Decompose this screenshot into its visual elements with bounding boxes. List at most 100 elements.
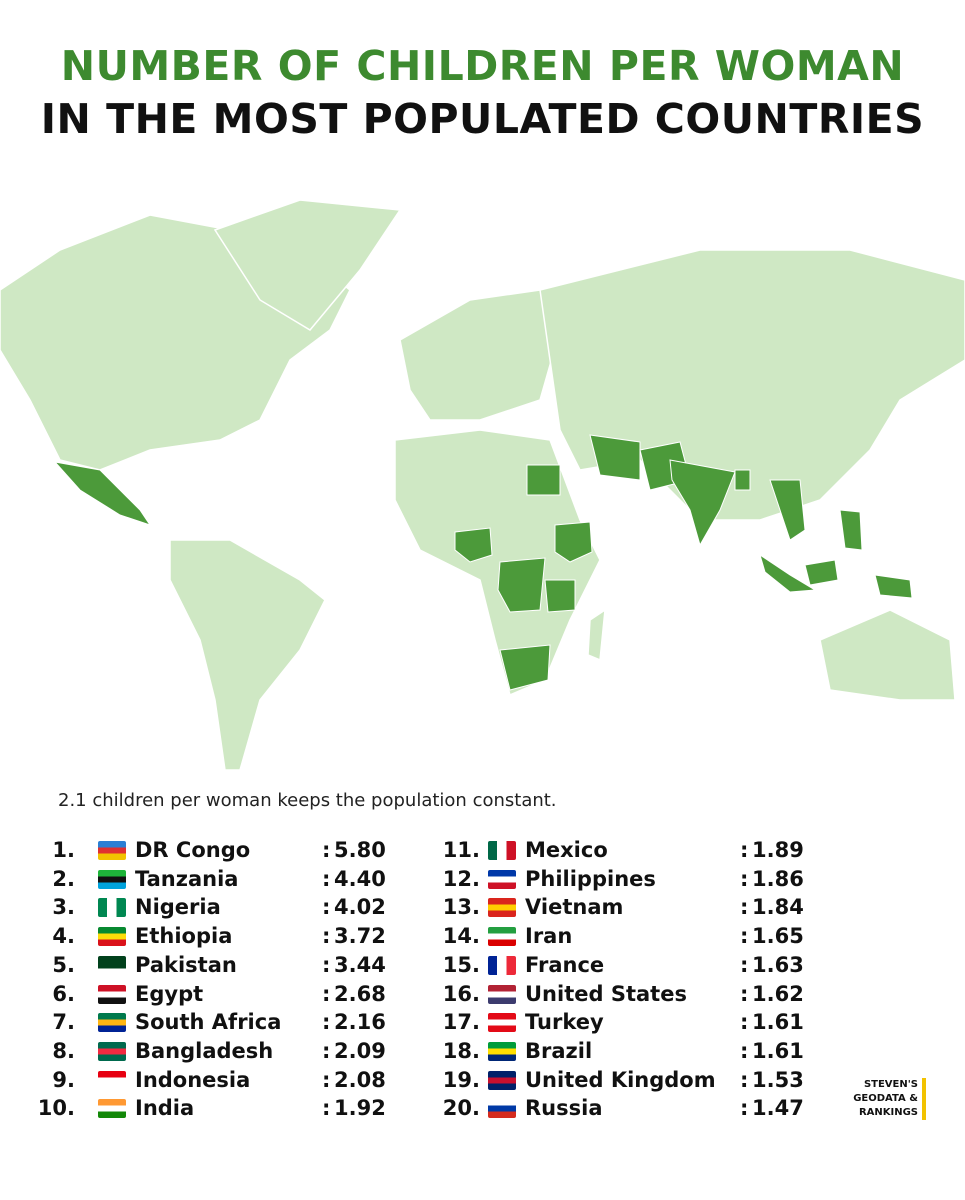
separator: : xyxy=(740,838,749,862)
flag-icon xyxy=(488,1041,516,1061)
ranking-row: 4. Ethiopia:3.72 xyxy=(50,922,410,950)
separator: : xyxy=(740,1067,749,1092)
rank: 15. xyxy=(442,952,480,977)
separator: : xyxy=(740,924,749,949)
ranking-row: 5. Pakistan:3.44 xyxy=(50,951,410,979)
value: 5.80 xyxy=(334,838,386,862)
value: 3.44 xyxy=(334,952,386,977)
value: 4.40 xyxy=(334,866,386,891)
rank: 12. xyxy=(442,866,480,891)
country-name: DR Congo xyxy=(135,838,251,862)
flag-icon xyxy=(98,1099,126,1119)
separator: : xyxy=(322,1067,331,1092)
flag-icon xyxy=(488,984,516,1004)
flag-icon xyxy=(488,898,516,918)
country-name: United States xyxy=(525,981,687,1006)
rank: 16. xyxy=(442,981,480,1006)
value: 1.92 xyxy=(334,1096,386,1121)
flag-icon xyxy=(98,1013,126,1033)
rank: 18. xyxy=(442,1038,480,1063)
note: 2.1 children per woman keeps the populat… xyxy=(58,790,557,811)
ranking-row: 6. Egypt:2.68 xyxy=(50,980,410,1008)
ranking-row: 9. Indonesia:2.08 xyxy=(50,1066,410,1094)
country-name: Tanzania xyxy=(135,866,239,891)
separator: : xyxy=(322,1096,331,1121)
title-line2: IN THE MOST POPULATED COUNTRIES xyxy=(40,95,925,143)
logo: STEVEN'S GEODATA & RANKINGS xyxy=(840,1078,918,1120)
rank: 7. xyxy=(52,1010,75,1035)
rank: 4. xyxy=(52,924,75,949)
rank: 13. xyxy=(442,895,480,920)
rank: 5. xyxy=(52,952,75,977)
value: 1.47 xyxy=(752,1096,804,1121)
flag-icon xyxy=(98,869,126,889)
world-map xyxy=(0,199,965,771)
country-name: Turkey xyxy=(525,1010,604,1035)
value: 2.08 xyxy=(334,1067,386,1092)
logo-line: STEVEN'S xyxy=(863,1079,918,1090)
rank: 20. xyxy=(442,1096,480,1121)
ranking-row: 15. France:1.63 xyxy=(440,951,820,979)
separator: : xyxy=(740,895,749,920)
value: 1.53 xyxy=(752,1067,804,1092)
value: 1.86 xyxy=(752,866,804,891)
ranking-row: 13. Vietnam:1.84 xyxy=(440,893,820,921)
flag-icon xyxy=(488,1099,516,1119)
logo-line: GEODATA & xyxy=(853,1093,918,1104)
ranking-row: 10. India:1.92 xyxy=(38,1094,410,1122)
land xyxy=(0,199,965,771)
flag-icon xyxy=(488,841,516,860)
flag-icon xyxy=(98,841,126,860)
rank: 3. xyxy=(52,895,75,920)
separator: : xyxy=(322,924,331,949)
separator: : xyxy=(322,895,331,920)
country-name: Philippines xyxy=(525,866,656,891)
ranking-row: 1. DR Congo:5.80 xyxy=(50,836,410,864)
country-name: Vietnam xyxy=(525,895,624,920)
ranking-row: 16. United States:1.62 xyxy=(440,980,820,1008)
ranking-row: 18. Brazil:1.61 xyxy=(440,1037,820,1065)
country-name: India xyxy=(135,1096,195,1121)
flag-icon xyxy=(98,1041,126,1061)
value: 2.68 xyxy=(334,981,386,1006)
value: 1.61 xyxy=(752,1038,804,1063)
value: 2.09 xyxy=(334,1038,386,1063)
rank: 10. xyxy=(37,1096,75,1121)
value: 1.61 xyxy=(752,1010,804,1035)
rank: 6. xyxy=(52,981,75,1006)
separator: : xyxy=(740,952,749,977)
value: 4.02 xyxy=(334,895,386,920)
separator: : xyxy=(740,1038,749,1063)
flag-icon xyxy=(98,927,126,947)
flag-icon xyxy=(488,927,516,947)
country-name: Pakistan xyxy=(135,952,237,977)
separator: : xyxy=(322,1038,331,1063)
flag-icon xyxy=(488,1013,516,1033)
rank: 19. xyxy=(442,1067,480,1092)
ranking-row: 3. Nigeria:4.02 xyxy=(50,893,410,921)
flag-icon xyxy=(98,955,126,975)
separator: : xyxy=(740,1096,749,1121)
value: 1.62 xyxy=(752,981,804,1006)
ranking-row: 14. Iran:1.65 xyxy=(440,922,820,950)
flag-icon xyxy=(98,898,126,918)
value: 2.16 xyxy=(334,1010,386,1035)
rank: 8. xyxy=(52,1038,75,1063)
country-name: Mexico xyxy=(525,838,608,862)
rank: 1. xyxy=(52,838,75,862)
country-name: Indonesia xyxy=(135,1067,251,1092)
ranking-row: 7. South Africa:2.16 xyxy=(50,1008,410,1036)
country-name: Ethiopia xyxy=(135,924,233,949)
flag-icon xyxy=(488,955,516,975)
ranking-row: 20. Russia:1.47 xyxy=(440,1094,820,1122)
country-name: France xyxy=(525,952,605,977)
value: 1.89 xyxy=(752,838,804,862)
country-name: Iran xyxy=(525,924,573,949)
country-name: Russia xyxy=(525,1096,603,1121)
logo-line: RANKINGS xyxy=(858,1107,918,1118)
separator: : xyxy=(740,981,749,1006)
country-name: Nigeria xyxy=(135,895,221,920)
highlighted-countries xyxy=(53,434,913,691)
value: 3.72 xyxy=(334,924,386,949)
title-line1: NUMBER OF CHILDREN PER WOMAN xyxy=(60,42,905,90)
